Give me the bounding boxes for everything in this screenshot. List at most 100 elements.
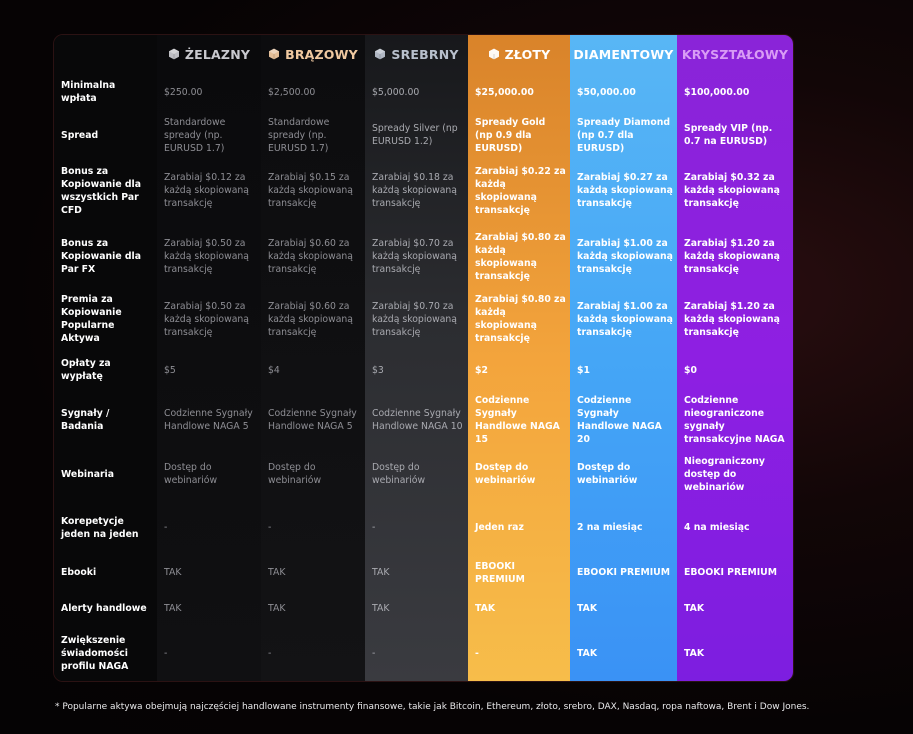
cell-diamond: Spready Diamond (np 0.7 dla EURUSD) bbox=[577, 116, 670, 154]
tier-header-diamond: DIAMENTOWY bbox=[570, 35, 677, 73]
silver-cube-icon bbox=[374, 48, 386, 60]
cell-silver: $3 bbox=[372, 364, 384, 376]
bronze-cube-icon bbox=[268, 48, 280, 60]
tier-header-bronze: BRĄZOWY bbox=[261, 35, 365, 73]
tier-name: ZŁOTY bbox=[504, 46, 551, 62]
cell-diamond: EBOOKI PREMIUM bbox=[577, 567, 670, 578]
cell-crystal: Zarabiaj $1.20 za każdą skopiowaną trans… bbox=[684, 238, 780, 275]
cell-silver: Spready Silver (np EURUSD 1.2) bbox=[372, 123, 458, 147]
cell-iron: Zarabiaj $0.50 za każdą skopiowaną trans… bbox=[164, 238, 249, 275]
cell-gold: $2 bbox=[475, 364, 488, 376]
cell-gold: EBOOKI PREMIUM bbox=[475, 560, 525, 585]
cell-silver: Zarabiaj $0.18 za każdą skopiowaną trans… bbox=[372, 172, 457, 209]
gold-cube-icon bbox=[488, 48, 500, 60]
cell-silver: Codzienne Sygnały Handlowe NAGA 10 bbox=[372, 408, 463, 432]
tier-name: DIAMENTOWY bbox=[573, 46, 674, 62]
row-label: Korepetycje jeden na jeden bbox=[61, 515, 139, 540]
cell-diamond: Zarabiaj $1.00 za każdą skopiowaną trans… bbox=[577, 238, 673, 275]
cell-iron: $5 bbox=[164, 364, 176, 376]
footnote: * Popularne aktywa obejmują najczęściej … bbox=[55, 702, 810, 712]
cell-bronze: Codzienne Sygnały Handlowe NAGA 5 bbox=[268, 408, 357, 432]
cell-iron: TAK bbox=[164, 602, 182, 614]
cell-crystal: Zarabiaj $0.32 za każdą skopiowaną trans… bbox=[684, 172, 780, 209]
cell-silver: - bbox=[372, 522, 376, 533]
cell-diamond: Codzienne Sygnały Handlowe NAGA 20 bbox=[577, 395, 662, 445]
cell-bronze: Standardowe spready (np. EURUSD 1.7) bbox=[268, 116, 330, 154]
cell-crystal: TAK bbox=[684, 602, 705, 614]
tier-name: SREBRNY bbox=[391, 46, 459, 62]
cell-iron: Zarabiaj $0.50 za każdą skopiowaną trans… bbox=[164, 300, 249, 338]
cell-bronze: Zarabiaj $0.15 za każdą skopiowaną trans… bbox=[268, 172, 353, 209]
row-label: Alerty handlowe bbox=[61, 602, 147, 614]
column-iron bbox=[157, 35, 261, 681]
cell-crystal: 4 na miesiąc bbox=[684, 522, 750, 533]
cell-gold: Spready Gold (np 0.9 dla EURUSD) bbox=[475, 116, 546, 154]
cell-diamond: Zarabiaj $1.00 za każdą skopiowaną trans… bbox=[577, 300, 673, 338]
cell-crystal: $100,000.00 bbox=[684, 86, 750, 98]
row-label: Bonus za Kopiowanie dla wszystkich Par C… bbox=[61, 165, 141, 216]
cell-bronze: TAK bbox=[268, 567, 286, 578]
cell-diamond: Dostęp do webinariów bbox=[577, 462, 638, 486]
cell-silver: - bbox=[372, 647, 376, 659]
column-crystal bbox=[677, 35, 793, 681]
tier-header-gold: ZŁOTY bbox=[468, 35, 570, 73]
cell-iron: TAK bbox=[164, 567, 182, 578]
cell-iron: Zarabiaj $0.12 za każdą skopiowaną trans… bbox=[164, 172, 249, 209]
tier-name: KRYSZTAŁOWY bbox=[681, 46, 789, 62]
cell-crystal: Nieograniczony dostęp do webinariów bbox=[684, 455, 765, 493]
column-bronze bbox=[261, 35, 365, 681]
row-label: Ebooki bbox=[61, 567, 97, 578]
row-label: Sygnały / Badania bbox=[61, 408, 110, 432]
row-label: Opłaty za wypłatę bbox=[61, 358, 111, 382]
row-label: Zwiększenie świadomości profilu NAGA bbox=[61, 634, 129, 672]
tier-header-silver: SREBRNY bbox=[365, 35, 468, 73]
cell-silver: Dostęp do webinariów bbox=[372, 462, 426, 486]
cell-gold: Codzienne Sygnały Handlowe NAGA 15 bbox=[475, 395, 560, 445]
tier-header-iron: ŻELAZNY bbox=[157, 35, 261, 73]
cell-bronze: TAK bbox=[268, 602, 286, 614]
column-silver bbox=[365, 35, 468, 681]
cell-crystal: Codzienne nieograniczone sygnały transak… bbox=[684, 395, 785, 445]
cell-gold: Zarabiaj $0.80 za każdą skopiowaną trans… bbox=[475, 294, 566, 344]
cell-diamond: 2 na miesiąc bbox=[577, 522, 643, 533]
cell-silver: Zarabiaj $0.70 za każdą skopiowaną trans… bbox=[372, 300, 457, 338]
cell-bronze: - bbox=[268, 647, 272, 659]
cell-iron: Dostęp do webinariów bbox=[164, 462, 218, 486]
tier-header-crystal: KRYSZTAŁOWY bbox=[677, 35, 793, 73]
cell-gold: - bbox=[475, 647, 479, 659]
cell-silver: $5,000.00 bbox=[372, 86, 420, 98]
tier-comparison-table: ŻELAZNY BRĄZOWY SREBRNY ZŁOTY DIAMENTOWY KRYS… bbox=[53, 34, 794, 682]
cell-diamond: TAK bbox=[577, 602, 598, 614]
tier-name: ŻELAZNY bbox=[184, 46, 251, 62]
tier-name: BRĄZOWY bbox=[285, 46, 358, 62]
cell-diamond: $1 bbox=[577, 364, 590, 376]
cell-silver: TAK bbox=[372, 567, 390, 578]
cell-gold: $25,000.00 bbox=[475, 86, 534, 98]
row-label: Minimalna wpłata bbox=[61, 80, 116, 104]
cell-gold: TAK bbox=[475, 602, 496, 614]
cell-bronze: Dostęp do webinariów bbox=[268, 462, 322, 486]
cell-bronze: Zarabiaj $0.60 za każdą skopiowaną trans… bbox=[268, 238, 353, 275]
cell-gold: Dostęp do webinariów bbox=[475, 462, 536, 486]
cell-diamond: Zarabiaj $0.27 za każdą skopiowaną trans… bbox=[577, 172, 673, 209]
cell-iron: - bbox=[164, 522, 168, 533]
row-label: Spread bbox=[61, 129, 99, 141]
cell-bronze: $2,500.00 bbox=[268, 86, 316, 98]
cell-crystal: TAK bbox=[684, 647, 705, 659]
label-column bbox=[54, 35, 157, 681]
cell-crystal: Spready VIP (np. 0.7 na EURUSD) bbox=[684, 123, 773, 147]
column-diamond bbox=[570, 35, 677, 681]
column-gold bbox=[468, 35, 570, 681]
cell-diamond: TAK bbox=[577, 647, 598, 659]
cell-bronze: $4 bbox=[268, 364, 280, 376]
cell-crystal: Zarabiaj $1.20 za każdą skopiowaną trans… bbox=[684, 300, 780, 338]
cell-iron: Standardowe spready (np. EURUSD 1.7) bbox=[164, 116, 226, 154]
cell-iron: - bbox=[164, 647, 168, 659]
row-label: Bonus za Kopiowanie dla Par FX bbox=[61, 238, 141, 275]
cell-gold: Jeden raz bbox=[475, 522, 524, 533]
cell-crystal: EBOOKI PREMIUM bbox=[684, 567, 777, 578]
row-label: Premia za Kopiowanie Popularne Aktywa bbox=[61, 294, 122, 344]
cell-silver: TAK bbox=[372, 602, 390, 614]
cell-bronze: - bbox=[268, 522, 272, 533]
cell-diamond: $50,000.00 bbox=[577, 86, 636, 98]
